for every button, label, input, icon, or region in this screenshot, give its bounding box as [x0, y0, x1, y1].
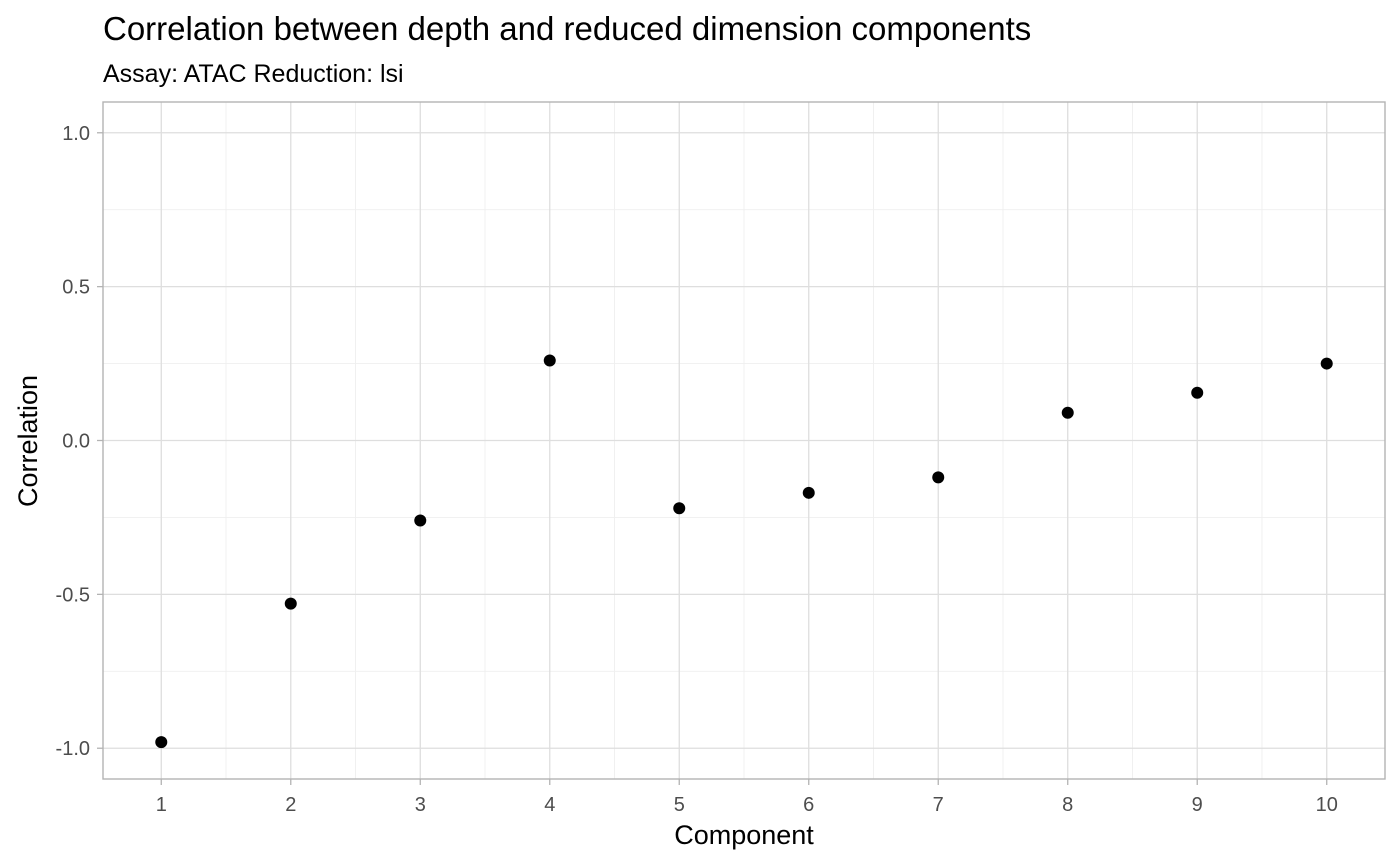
y-tick-label: -1.0: [56, 738, 90, 760]
y-tick-label: 0.0: [62, 431, 90, 453]
data-point: [1061, 406, 1074, 419]
x-tick-label: 6: [803, 794, 814, 816]
data-point: [414, 514, 427, 527]
data-point: [1191, 386, 1204, 399]
x-tick-label: 2: [285, 794, 296, 816]
x-tick-label: 8: [1062, 794, 1073, 816]
grid-lines: [103, 102, 1385, 779]
chart-title: Correlation between depth and reduced di…: [103, 10, 1031, 47]
x-tick-label: 1: [156, 794, 167, 816]
x-tick-label: 4: [544, 794, 555, 816]
y-axis-title: Correlation: [13, 375, 43, 507]
data-point: [543, 354, 556, 367]
data-points: [155, 354, 1333, 749]
x-tick-label: 7: [933, 794, 944, 816]
data-point: [673, 502, 686, 515]
y-tick-label: 0.5: [62, 277, 90, 299]
x-tick-label: 10: [1316, 794, 1338, 816]
axis-ticks: 1 2 3 4 5 6 7 8 9 10 -1.0 -0.5 0.0 0.5 1.0: [56, 123, 1338, 816]
y-tick-label: -0.5: [56, 584, 90, 606]
x-tick-label: 3: [415, 794, 426, 816]
x-tick-label: 5: [674, 794, 685, 816]
data-point: [1320, 357, 1333, 370]
y-tick-label: 1.0: [62, 123, 90, 145]
x-tick-label: 9: [1192, 794, 1203, 816]
data-point: [284, 597, 297, 610]
data-point: [155, 736, 168, 749]
data-point: [932, 471, 945, 484]
data-point: [802, 486, 815, 499]
x-axis-title: Component: [674, 820, 814, 850]
chart-subtitle: Assay: ATAC Reduction: lsi: [103, 60, 404, 88]
